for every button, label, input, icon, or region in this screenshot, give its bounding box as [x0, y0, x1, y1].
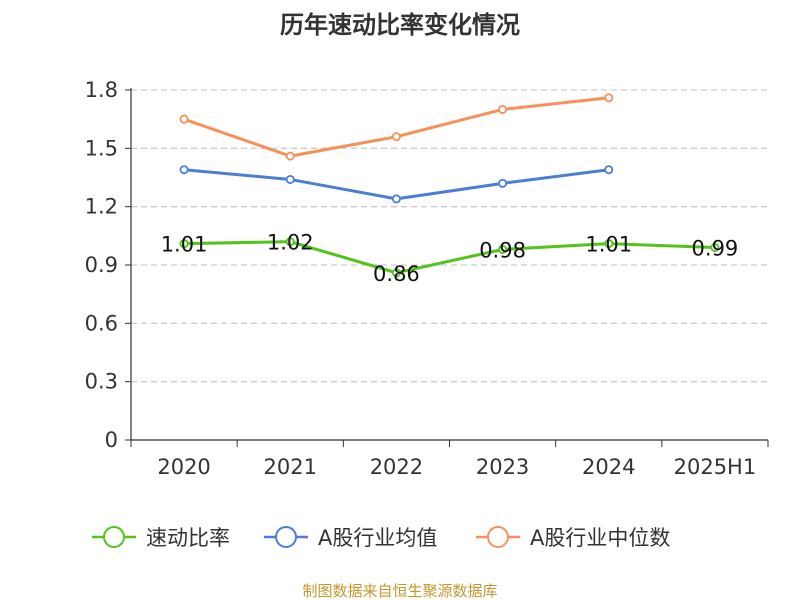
x-tick-label: 2022	[370, 455, 423, 479]
grid	[131, 89, 768, 383]
y-tick-label: 0.9	[85, 253, 118, 277]
series-layer	[179, 93, 720, 278]
x-tick-label: 2024	[582, 455, 635, 479]
data-label: 0.98	[479, 238, 526, 262]
x-tick-label: 2021	[264, 455, 317, 479]
y-tick-label: 1.2	[85, 195, 118, 219]
data-point	[285, 174, 295, 184]
y-tick-label: 0.3	[85, 370, 118, 394]
axes: 0 0.3 0.6 0.9 1.2 1.5 1.8 2020 2021 2022 2023 2024 2…	[85, 78, 769, 479]
legend-item-0: 速动比率	[92, 526, 230, 550]
legend-label: 速动比率	[146, 526, 230, 550]
series-line-0	[184, 240, 715, 275]
legend-item-1: A股行业均值	[264, 526, 437, 550]
data-point	[391, 268, 401, 278]
data-point	[604, 93, 614, 103]
data-point	[710, 242, 720, 252]
x-tick-label: 2023	[476, 455, 529, 479]
y-tick-label: 0.6	[85, 311, 118, 335]
data-labels: 1.01 1.02 0.86 0.98 1.01 0.99	[161, 231, 739, 286]
source-note: 制图数据来自恒生聚源数据库	[302, 582, 497, 600]
data-point	[604, 165, 614, 175]
data-label: 1.01	[585, 233, 632, 257]
data-point	[604, 239, 614, 249]
data-point	[179, 114, 189, 124]
data-point	[498, 244, 508, 254]
legend-marker	[103, 526, 125, 548]
y-tick-label: 1.5	[85, 136, 118, 160]
data-point	[285, 237, 295, 247]
y-tick-label: 1.8	[85, 78, 118, 102]
data-label: 0.99	[692, 237, 739, 261]
legend: 速动比率 A股行业均值 A股行业中位数	[92, 526, 670, 550]
data-point	[179, 239, 189, 249]
x-tick-label: 2020	[157, 455, 210, 479]
chart-title: 历年速动比率变化情况	[280, 11, 520, 39]
data-label: 1.01	[161, 233, 208, 257]
legend-label: A股行业中位数	[530, 526, 670, 550]
data-point	[498, 178, 508, 188]
data-point	[179, 165, 189, 175]
data-point	[391, 194, 401, 204]
data-label: 0.86	[373, 262, 420, 286]
series-line-2	[183, 96, 609, 158]
legend-label: A股行业均值	[318, 526, 437, 550]
data-point	[285, 151, 295, 161]
data-label: 1.02	[267, 231, 314, 255]
legend-marker	[275, 526, 297, 548]
data-point	[498, 104, 508, 114]
y-tick-label: 0	[105, 428, 118, 452]
legend-marker	[487, 526, 509, 548]
legend-item-2: A股行业中位数	[476, 526, 670, 550]
data-point	[391, 132, 401, 142]
x-tick-label: 2025H1	[674, 455, 757, 479]
